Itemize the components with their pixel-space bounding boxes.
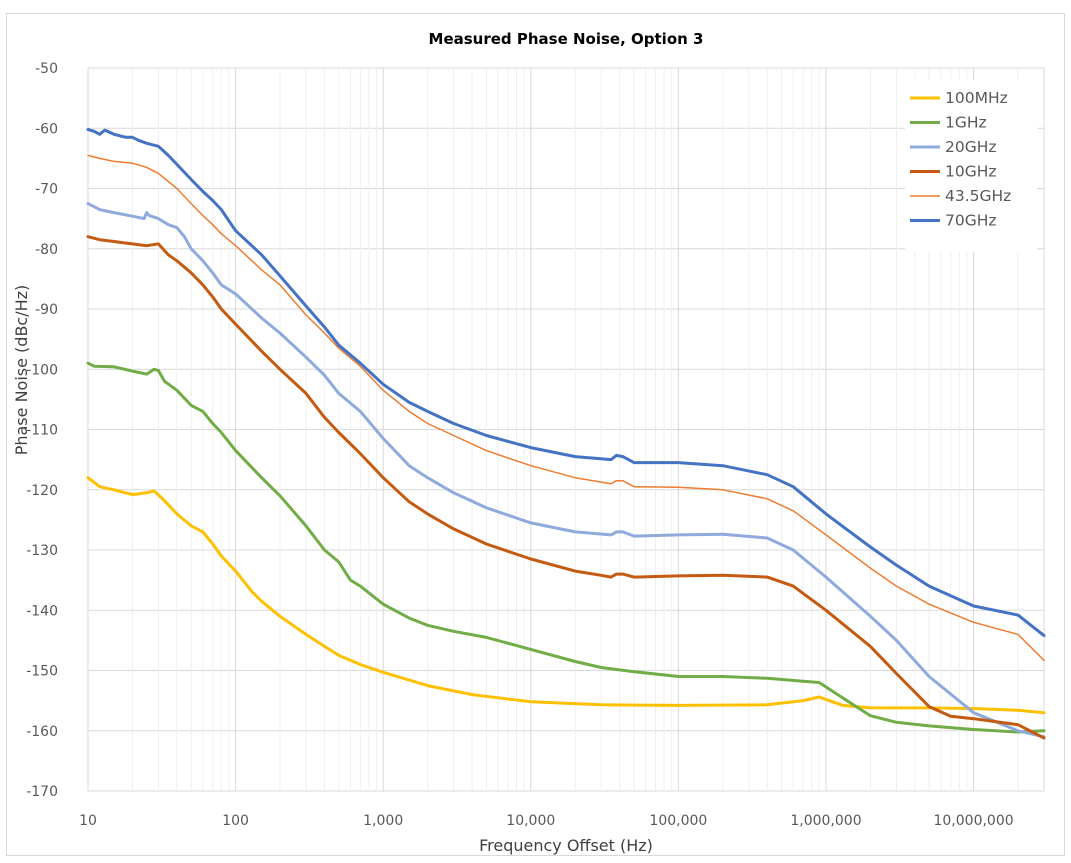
series-line-100mhz <box>86 476 1046 715</box>
x-tick-label: 1,000 <box>363 813 403 829</box>
legend-label: 70GHz <box>945 212 997 230</box>
grid <box>87 67 1045 792</box>
x-tick-label: 10 <box>79 813 97 829</box>
legend-label: 100MHz <box>945 89 1008 107</box>
series-lines <box>86 128 1046 740</box>
x-tick-label: 1,000,000 <box>790 813 861 829</box>
x-tick-label: 10,000,000 <box>933 813 1013 829</box>
y-tick-label: -130 <box>26 543 58 559</box>
y-axis-ticks: -50 -60 -70 -80 -90 -100 -110 -120 -130 -140 -150 -… <box>26 61 58 800</box>
x-tick-label: 100 <box>222 813 249 829</box>
y-tick-label: -90 <box>35 302 58 318</box>
y-tick-label: -170 <box>26 784 58 800</box>
series-line-43-5ghz <box>87 154 1045 662</box>
series-line-70ghz <box>86 128 1046 638</box>
y-tick-label: -80 <box>35 242 58 258</box>
legend-label: 1GHz <box>945 114 987 132</box>
legend-label: 43.5GHz <box>945 187 1011 205</box>
y-tick-label: -150 <box>26 664 58 680</box>
series-line-20ghz <box>86 202 1046 739</box>
legend-label: 10GHz <box>945 163 997 181</box>
x-tick-label: 100,000 <box>649 813 707 829</box>
x-axis-title: Frequency Offset (Hz) <box>479 836 653 855</box>
y-tick-label: -60 <box>35 121 58 137</box>
x-axis-ticks: 10 100 1,000 10,000 100,000 1,000,000 10,000,0… <box>79 813 1014 829</box>
y-tick-label: -140 <box>26 603 58 619</box>
x-tick-label: 10,000 <box>506 813 555 829</box>
legend-label: 20GHz <box>945 138 997 156</box>
y-tick-label: -100 <box>26 362 58 378</box>
y-tick-label: -120 <box>26 483 58 499</box>
y-tick-label: -160 <box>26 724 58 740</box>
chart-title: Measured Phase Noise, Option 3 <box>429 30 704 48</box>
legend-background <box>905 80 1037 252</box>
y-tick-label: -50 <box>35 61 58 77</box>
chart-frame <box>6 13 1065 856</box>
y-tick-label: -70 <box>35 182 58 198</box>
series-line-1ghz <box>86 361 1046 734</box>
y-axis-title: Phase Noise (dBc/Hz) <box>12 285 31 456</box>
y-tick-label: -110 <box>26 423 58 439</box>
series-line-10ghz <box>86 235 1046 740</box>
legend: 100MHz 1GHz 20GHz 10GHz 43.5GHz 70GHz <box>905 80 1037 252</box>
